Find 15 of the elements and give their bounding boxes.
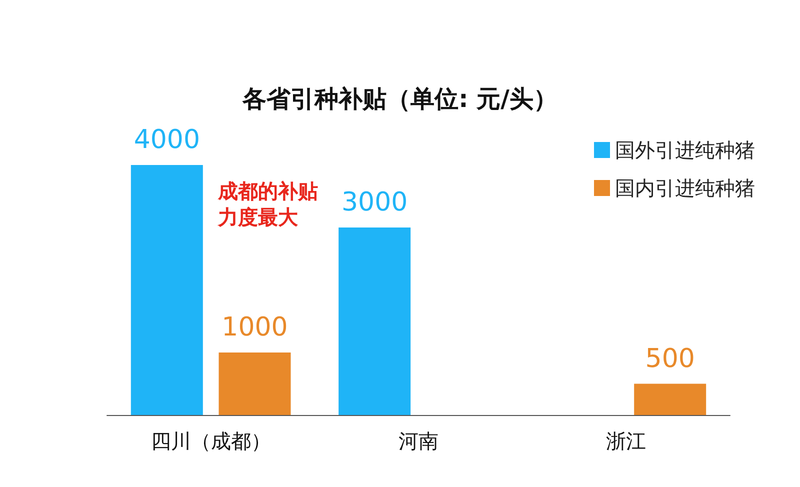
bar bbox=[218, 352, 291, 415]
bar bbox=[130, 165, 203, 415]
x-tick-label: 河南 bbox=[398, 429, 438, 453]
data-label: 4000 bbox=[134, 125, 200, 155]
bar bbox=[338, 228, 411, 415]
data-label: 500 bbox=[645, 344, 695, 374]
chart-title: 各省引种补贴（单位: 元/头） bbox=[242, 85, 558, 113]
bar bbox=[634, 384, 706, 415]
data-label: 1000 bbox=[222, 312, 288, 342]
legend-label: 国内引进纯种猪 bbox=[615, 176, 755, 200]
annotation: 成都的补贴力度最大 bbox=[217, 179, 318, 229]
legend-label: 国外引进纯种猪 bbox=[615, 138, 755, 162]
x-tick-label: 四川（成都） bbox=[150, 429, 271, 453]
x-tick-label: 浙江 bbox=[606, 429, 646, 453]
data-label: 3000 bbox=[341, 188, 408, 218]
